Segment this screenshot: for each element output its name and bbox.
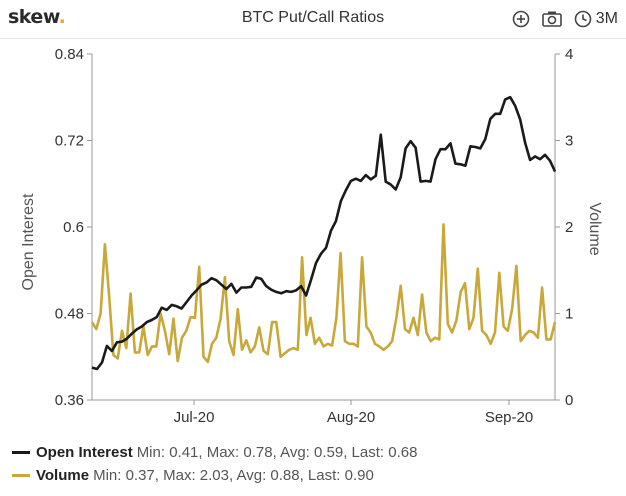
left-axis-title: Open Interest — [20, 193, 37, 291]
clock-icon — [574, 10, 592, 28]
time-range-label: 3M — [595, 10, 618, 27]
right-axis-title: Volume — [586, 202, 603, 255]
legend-stats: Min: 0.37, Max: 2.03, Avg: 0.88, Last: 0… — [93, 467, 374, 484]
left-tick-label: 0.48 — [55, 306, 84, 323]
right-tick-label: 3 — [565, 133, 573, 150]
left-tick-label: 0.72 — [55, 133, 84, 150]
x-tick-label: Aug-20 — [327, 409, 375, 426]
legend-swatch-volume — [12, 474, 30, 477]
chart-toolbar: 3M — [511, 7, 618, 31]
right-tick-label: 1 — [565, 306, 573, 323]
legend-open-interest[interactable]: Open Interest Min: 0.41, Max: 0.78, Avg:… — [12, 444, 417, 461]
legend-stats: Min: 0.41, Max: 0.78, Avg: 0.59, Last: 0… — [136, 444, 418, 461]
series-line-volume — [90, 223, 557, 364]
legend-volume[interactable]: Volume Min: 0.37, Max: 2.03, Avg: 0.88, … — [12, 467, 374, 484]
right-tick-label: 0 — [565, 392, 573, 409]
zoom-plus-icon[interactable] — [511, 9, 531, 29]
legend-name: Volume — [36, 467, 90, 484]
x-tick-label: Jul-20 — [174, 409, 215, 426]
left-tick-label: 0.36 — [55, 392, 84, 409]
skew-logo[interactable]: skew. — [8, 6, 66, 28]
right-tick-label: 4 — [565, 46, 573, 63]
right-tick-label: 2 — [565, 219, 573, 236]
left-tick-label: 0.84 — [55, 46, 84, 63]
series-line-open-interest — [91, 95, 557, 371]
legend-swatch-open-interest — [12, 451, 30, 454]
chart-header: skew. BTC Put/Call Ratios 3M — [0, 0, 626, 39]
time-range-selector[interactable]: 3M — [573, 9, 618, 29]
chart-series — [90, 95, 557, 371]
chart-title: BTC Put/Call Ratios — [241, 9, 385, 26]
camera-icon[interactable] — [541, 9, 563, 29]
x-tick-label: Sep-20 — [485, 409, 533, 426]
left-tick-label: 0.6 — [63, 219, 84, 236]
put-call-chart: 0.84 0.72 0.6 0.48 0.36 4 3 2 1 0 Open Interest Vol… — [20, 46, 603, 426]
legend-name: Open Interest — [36, 444, 133, 461]
chart-axes: 0.84 0.72 0.6 0.48 0.36 4 3 2 1 0 Open Interest Vol… — [20, 46, 603, 426]
